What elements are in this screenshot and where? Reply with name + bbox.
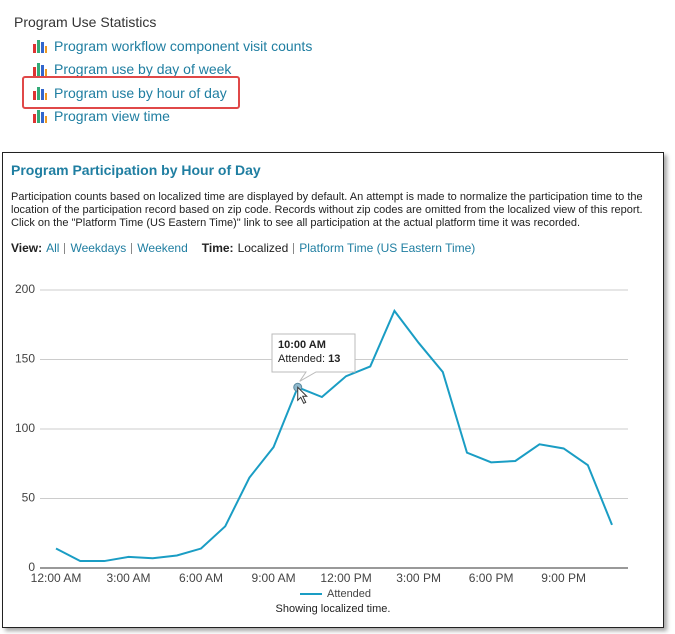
highlight-box: [22, 76, 240, 109]
separator: [293, 242, 295, 254]
chart-icon: [33, 87, 47, 100]
view-label: View:: [11, 241, 43, 255]
link-text[interactable]: Program use by hour of day: [54, 85, 227, 101]
report-link[interactable]: Program use by day of week: [32, 59, 231, 79]
chart-icon: [33, 40, 47, 53]
section-heading: Program Use Statistics: [14, 14, 157, 30]
chart-icon: [33, 63, 47, 76]
chart-icon: [33, 110, 47, 123]
separator: [131, 242, 133, 254]
link-text[interactable]: Program view time: [54, 108, 170, 124]
report-link[interactable]: Program workflow component visit counts: [32, 36, 312, 56]
report-link[interactable]: Program view time: [32, 106, 170, 126]
view-option[interactable]: Weekdays: [70, 241, 127, 255]
report-description: Participation counts based on localized …: [11, 191, 643, 229]
report-title: Program Participation by Hour of Day: [11, 162, 261, 178]
link-text[interactable]: Program use by day of week: [54, 61, 232, 77]
view-option[interactable]: Weekend: [137, 241, 188, 255]
filter-options: View: All Weekdays Weekend Time: Localiz…: [11, 241, 475, 255]
time-option: Localized: [237, 241, 289, 255]
separator: [64, 242, 66, 254]
link-text[interactable]: Program workflow component visit counts: [54, 38, 313, 54]
view-option[interactable]: All: [46, 241, 60, 255]
report-link[interactable]: Program use by hour of day: [32, 83, 227, 103]
time-option[interactable]: Platform Time (US Eastern Time): [299, 241, 476, 255]
time-label: Time:: [201, 241, 234, 255]
